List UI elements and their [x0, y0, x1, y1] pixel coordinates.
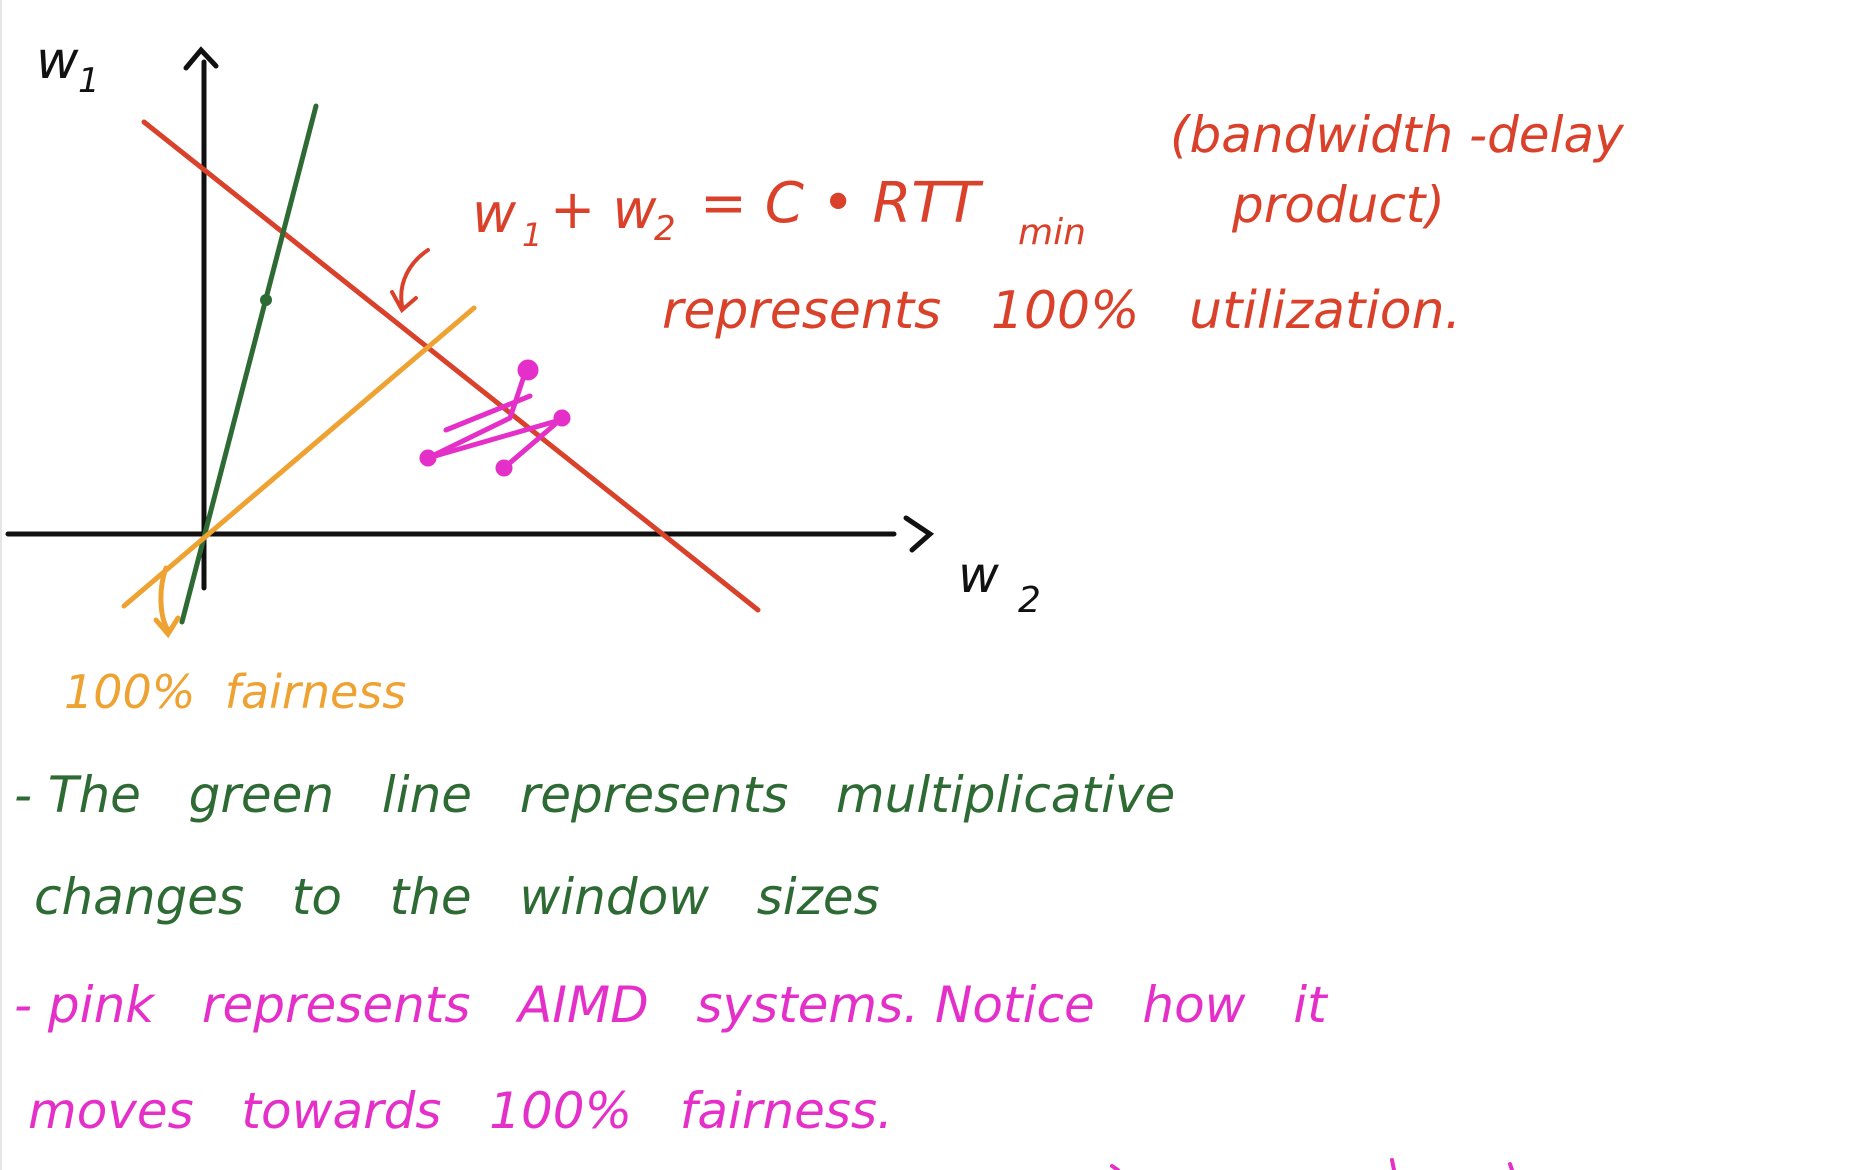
pink-note-line2: moves towards 100% fairness.: [28, 1082, 893, 1140]
utilization-note: represents 100% utilization.: [662, 281, 1461, 341]
aimd-point-start: [419, 449, 437, 467]
pink-notes: - pink represents AIMD systems. Notice h…: [14, 976, 1329, 1140]
aimd-path: [419, 359, 571, 477]
svg-text:2: 2: [654, 209, 676, 249]
svg-text:1: 1: [78, 61, 100, 101]
svg-text:= C • RTT: = C • RTT: [700, 171, 984, 236]
cut-off-strokes: [1110, 1158, 1514, 1170]
y-axis-arrowhead: [183, 46, 219, 71]
green-line-point: [260, 294, 272, 306]
capacity-equation: w 1 + w 2 = C • RTT min: [472, 171, 1086, 254]
green-notes: - The green line represents multiplicati…: [14, 766, 1175, 926]
aimd-point-end: [495, 459, 513, 477]
x-axis-arrowhead: [903, 515, 935, 553]
svg-text:1: 1: [522, 216, 542, 254]
axes: [5, 46, 935, 591]
pink-note-line1: - pink represents AIMD systems. Notice h…: [14, 976, 1329, 1034]
svg-text:product): product): [1231, 176, 1445, 234]
svg-text:min: min: [1018, 212, 1086, 253]
page-edge: [0, 0, 2, 1170]
svg-text:2: 2: [1018, 580, 1041, 621]
svg-text:w: w: [472, 182, 517, 245]
bdp-note: (bandwidth -delay product): [1170, 106, 1625, 234]
svg-text:w: w: [958, 546, 999, 604]
fairness-note: 100% fairness: [64, 665, 406, 719]
y-axis-label: w 1: [36, 31, 100, 101]
aimd-point-top: [517, 359, 539, 381]
fairness-line: [121, 305, 477, 639]
fairness-pointer-arrow: [153, 565, 181, 639]
capacity-pointer-arrow: [390, 248, 430, 314]
green-note-line2: changes to the window sizes: [34, 868, 880, 926]
svg-text:w: w: [36, 31, 79, 91]
aimd-point-right: [553, 409, 571, 427]
x-axis-label: w 2: [958, 546, 1041, 621]
svg-text:+ w: + w: [550, 178, 657, 241]
capacity-line: [141, 119, 761, 613]
svg-text:(bandwidth -delay: (bandwidth -delay: [1170, 106, 1625, 164]
green-note-line1: - The green line represents multiplicati…: [14, 766, 1175, 824]
